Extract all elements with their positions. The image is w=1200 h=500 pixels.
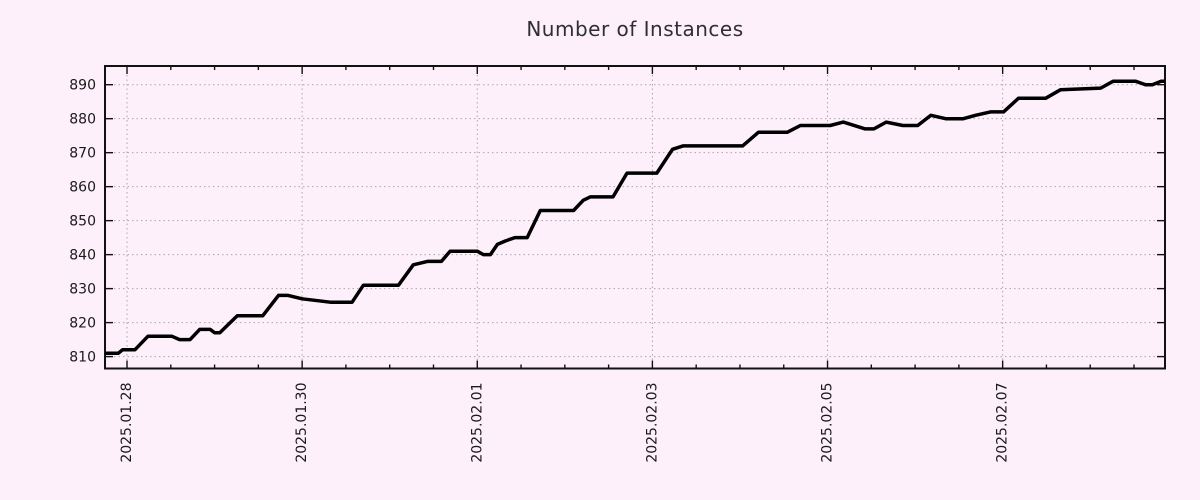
y-tick-label: 830	[69, 282, 96, 298]
x-tick-label: 2025.01.30	[294, 383, 310, 463]
y-tick-label: 860	[69, 180, 96, 196]
y-tick-label: 820	[69, 316, 96, 332]
plot-border	[104, 65, 1166, 370]
x-tick-label: 2025.02.05	[820, 383, 836, 463]
x-tick-label: 2025.02.03	[644, 383, 660, 463]
y-tick-label: 810	[69, 350, 96, 366]
y-tick-label: 840	[69, 248, 96, 264]
x-tick-label: 2025.01.28	[119, 383, 135, 463]
data-line	[105, 79, 1165, 355]
y-tick-label: 870	[69, 146, 96, 162]
y-tick-label: 890	[69, 78, 96, 94]
x-tick-label: 2025.02.01	[469, 383, 485, 463]
x-tick-label: 2025.02.07	[995, 383, 1011, 463]
y-tick-label: 850	[69, 214, 96, 230]
chart-title: Number of Instances	[526, 17, 744, 41]
y-tick-label: 880	[69, 112, 96, 128]
